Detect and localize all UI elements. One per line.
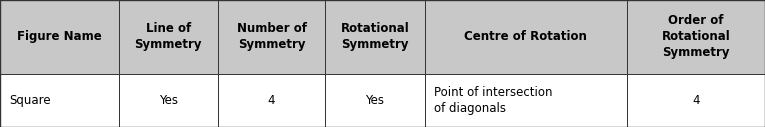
Text: Line of
Symmetry: Line of Symmetry — [135, 22, 202, 51]
Text: Point of intersection
of diagonals: Point of intersection of diagonals — [434, 86, 552, 115]
Bar — [627, 0, 765, 74]
Bar — [627, 74, 765, 127]
Bar — [325, 74, 425, 127]
Bar — [0, 74, 119, 127]
Text: 4: 4 — [268, 94, 275, 107]
Text: Figure Name: Figure Name — [17, 30, 102, 43]
Bar — [218, 0, 325, 74]
Text: Order of
Rotational
Symmetry: Order of Rotational Symmetry — [662, 14, 731, 59]
Text: Yes: Yes — [366, 94, 384, 107]
Bar — [218, 74, 325, 127]
Bar — [425, 74, 627, 127]
Text: Centre of Rotation: Centre of Rotation — [464, 30, 588, 43]
Text: 4: 4 — [692, 94, 700, 107]
Text: Square: Square — [9, 94, 50, 107]
Bar — [0, 0, 119, 74]
Bar — [325, 0, 425, 74]
Bar — [119, 0, 218, 74]
Text: Rotational
Symmetry: Rotational Symmetry — [340, 22, 409, 51]
Bar — [119, 74, 218, 127]
Text: Number of
Symmetry: Number of Symmetry — [236, 22, 307, 51]
Text: Yes: Yes — [159, 94, 177, 107]
Bar — [425, 0, 627, 74]
